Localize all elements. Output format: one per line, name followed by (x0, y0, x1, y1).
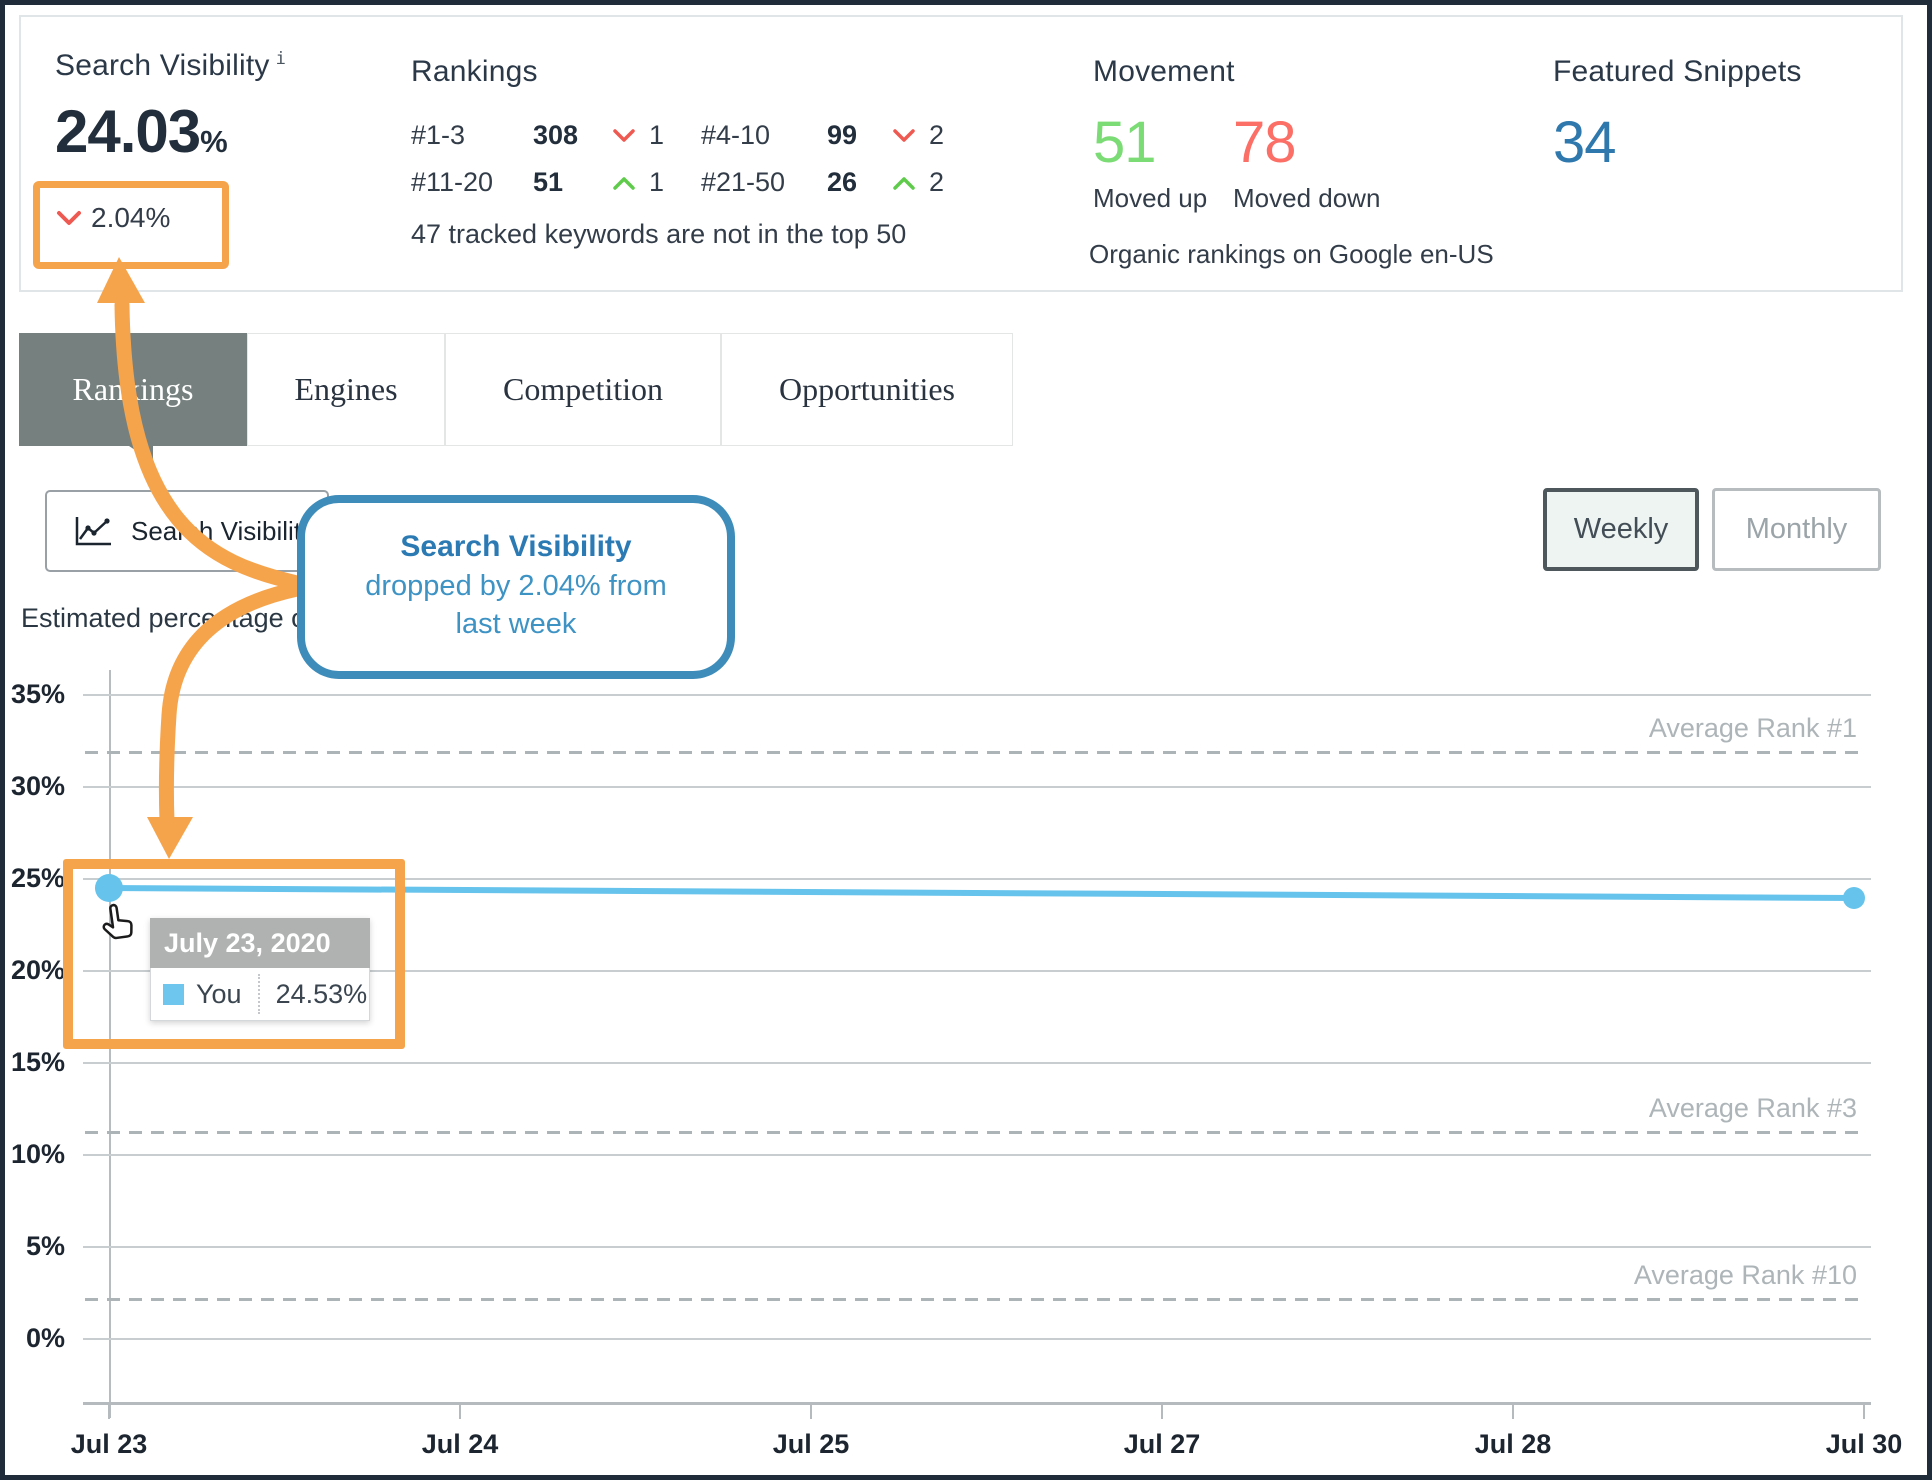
avg-rank-10-label: Average Rank #10 (1633, 1260, 1857, 1290)
movement-footnote: Organic rankings on Google en-US (1089, 239, 1494, 269)
tooltip-divider (257, 974, 260, 1014)
chevron-down-icon (57, 211, 81, 225)
line-chart-icon (75, 517, 111, 546)
search-visibility-value: 24.03% (55, 98, 228, 165)
x-tick-mark (1863, 1403, 1865, 1419)
y-tick-label: 15% (10, 1047, 65, 1077)
tab-opportunities[interactable]: Opportunities (721, 333, 1013, 446)
chart-bottom-line (83, 1402, 1871, 1405)
annotation-box-change: 2.04% (33, 181, 229, 269)
avg-rank-1-line (85, 751, 1867, 754)
gridline-35 (83, 694, 1871, 696)
rank-bucket-label: #1-3 (411, 120, 466, 150)
moved-down-value: 78 (1233, 110, 1297, 175)
x-tick-mark (1161, 1403, 1163, 1419)
x-tick-label: Jul 28 (1474, 1429, 1552, 1459)
percent-sign: % (200, 124, 228, 159)
x-tick-label: Jul 27 (1123, 1429, 1201, 1459)
x-tick-label: Jul 23 (70, 1429, 148, 1459)
callout-line1: Search Visibility (400, 530, 632, 563)
chevron-down-icon (613, 128, 635, 142)
y-tick-label: 10% (10, 1139, 65, 1169)
rank-bucket-delta: 1 (649, 120, 665, 150)
data-point-jul30[interactable] (1843, 887, 1865, 909)
info-icon[interactable]: i (275, 49, 287, 69)
featured-snippets-value: 34 (1553, 110, 1617, 175)
gridline-0 (83, 1338, 1871, 1340)
chevron-down-icon (893, 128, 915, 142)
rank-bucket-value: 99 (827, 120, 858, 150)
rank-bucket-value: 308 (533, 120, 579, 150)
callout-line2: dropped by 2.04% from (365, 570, 667, 602)
callout-bubble: Search Visibility dropped by 2.04% from … (297, 495, 735, 679)
weekly-button[interactable]: Weekly (1543, 488, 1699, 571)
rankings-title: Rankings (411, 55, 538, 88)
avg-rank-3-line (85, 1131, 1867, 1134)
tab-engines[interactable]: Engines (247, 333, 445, 446)
search-visibility-title: Search Visibility i (55, 49, 286, 83)
featured-snippets-title: Featured Snippets (1553, 55, 1802, 88)
y-tick-label: 5% (25, 1231, 65, 1261)
x-tick-label: Jul 25 (772, 1429, 850, 1459)
gridline-15 (83, 1062, 1871, 1064)
avg-rank-3-label: Average Rank #3 (1648, 1093, 1857, 1123)
metric-selector-button[interactable]: Search Visibility (45, 490, 329, 572)
x-tick-mark (108, 1403, 110, 1419)
tooltip-date: July 23, 2020 (150, 918, 370, 968)
summary-panel: Search Visibility i 24.03% 2.04% Rankings… (19, 15, 1903, 292)
chart-tooltip: July 23, 2020 You 24.53% (150, 918, 370, 1021)
tooltip-series-name: You (196, 978, 242, 1009)
y-tick-label: 35% (10, 679, 65, 709)
rank-bucket-label: #4-10 (701, 120, 771, 150)
x-tick-mark (459, 1403, 461, 1419)
moved-up-label: Moved up (1093, 183, 1208, 213)
rankings-row-2: #11-20 51 1 #21-50 26 2 (411, 167, 981, 198)
search-visibility-title-text: Search Visibility (55, 49, 270, 82)
gridline-20 (83, 970, 1871, 972)
metric-selector-label: Search Visibility (131, 515, 315, 546)
tab-competition[interactable]: Competition (445, 333, 721, 446)
y-tick-label: 0% (25, 1323, 65, 1353)
rank-bucket-label: #11-20 (411, 167, 494, 197)
x-tick-mark (810, 1403, 812, 1419)
avg-rank-1-label: Average Rank #1 (1648, 713, 1857, 743)
y-tick-label: 20% (10, 955, 65, 985)
y-tick-label: 25% (10, 863, 65, 893)
rank-bucket-value: 26 (827, 167, 858, 197)
chevron-up-icon (613, 176, 635, 190)
series-swatch (163, 983, 184, 1005)
hand-cursor-icon (102, 903, 133, 940)
moved-down-label: Moved down (1233, 183, 1381, 213)
callout-line3: last week (455, 608, 577, 640)
search-visibility-summary: Search Visibility i 24.03% (55, 49, 286, 166)
annotation-box-datapoint (63, 859, 405, 1049)
rank-bucket-delta: 2 (929, 167, 945, 197)
rank-bucket-label: #21-50 (701, 167, 786, 197)
tooltip-value: 24.53% (275, 978, 368, 1009)
data-point-jul23[interactable] (95, 874, 123, 902)
rankings-note: 47 tracked keywords are not in the top 5… (411, 219, 907, 249)
gridline-5 (83, 1246, 1871, 1248)
x-tick-mark (1512, 1403, 1514, 1419)
rank-bucket-delta: 2 (929, 120, 945, 150)
movement-title: Movement (1093, 55, 1235, 88)
gridline-10 (83, 1154, 1871, 1156)
monthly-button[interactable]: Monthly (1712, 488, 1881, 571)
rank-bucket-value: 51 (533, 167, 564, 197)
active-tab-notch (129, 446, 153, 462)
tab-rankings[interactable]: Rankings (19, 333, 247, 446)
rankings-row-1: #1-3 308 1 #4-10 99 2 (411, 120, 981, 151)
x-tick-label: Jul 24 (421, 1429, 499, 1459)
avg-rank-10-line (85, 1298, 1867, 1301)
gridline-25 (83, 878, 1871, 880)
moved-up-value: 51 (1093, 110, 1157, 175)
y-tick-label: 30% (10, 771, 65, 801)
search-visibility-change: 2.04% (91, 202, 171, 233)
gridline-30 (83, 786, 1871, 788)
rank-bucket-delta: 1 (649, 167, 665, 197)
chevron-up-icon (893, 176, 915, 190)
x-tick-label: Jul 30 (1825, 1429, 1903, 1459)
